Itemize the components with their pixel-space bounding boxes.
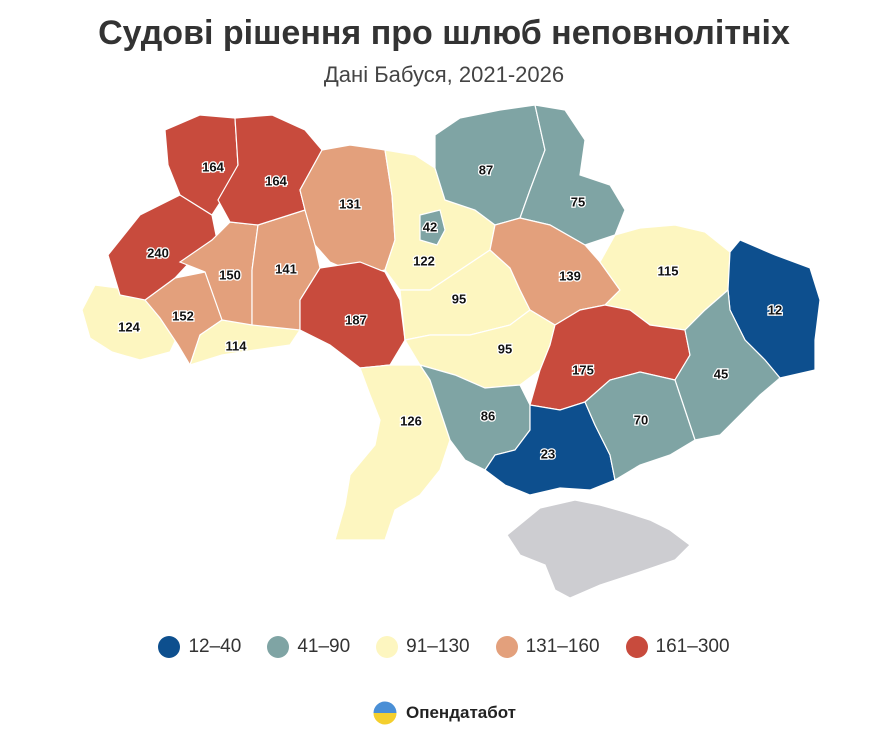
region-value-zhytomyr: 131 bbox=[339, 196, 361, 211]
page-title: Судові рішення про шлюб неповнолітніх bbox=[98, 14, 790, 52]
region-value-vinnytsia: 187 bbox=[345, 312, 367, 327]
region-value-chernivtsi: 114 bbox=[226, 338, 248, 353]
brand-footer: Опендатабот bbox=[0, 700, 888, 726]
legend-swatch bbox=[625, 636, 648, 658]
legend-label: 131–160 bbox=[525, 636, 600, 657]
region-value-zaporizhzhia: 70 bbox=[634, 412, 648, 427]
region-value-donetsk: 45 bbox=[714, 366, 728, 381]
map-legend: 12–40 41–90 91–130 131–160 161–300 bbox=[0, 636, 888, 658]
region-value-cherkasy: 95 bbox=[452, 291, 466, 306]
region-value-sumy: 75 bbox=[571, 194, 585, 209]
region-value-zakarpattia: 124 bbox=[118, 319, 140, 334]
legend-item: 41–90 bbox=[267, 636, 350, 658]
region-value-rivne: 164 bbox=[265, 173, 287, 188]
region-value-volyn: 164 bbox=[202, 159, 224, 174]
opendatabot-logo-icon bbox=[372, 700, 398, 726]
region-crimea[interactable] bbox=[506, 499, 691, 599]
legend-swatch bbox=[376, 636, 399, 658]
region-zaporizhzhia[interactable] bbox=[584, 371, 696, 481]
region-odesa[interactable] bbox=[334, 364, 451, 541]
legend-label: 41–90 bbox=[297, 636, 351, 657]
legend-item: 131–160 bbox=[495, 636, 600, 658]
page-subtitle: Дані Бабуся, 2021-2026 bbox=[323, 62, 565, 87]
region-value-chernihiv: 87 bbox=[479, 162, 493, 177]
legend-item: 12–40 bbox=[158, 636, 241, 658]
region-value-lviv: 240 bbox=[147, 245, 169, 260]
brand-name: Опендатабот bbox=[405, 703, 517, 722]
region-value-kharkiv: 115 bbox=[658, 263, 679, 278]
region-value-dnipropetrovsk: 175 bbox=[572, 362, 594, 377]
region-value-ternopil: 150 bbox=[219, 267, 241, 282]
region-value-odesa: 126 bbox=[400, 413, 422, 428]
legend-label: 161–300 bbox=[655, 636, 730, 657]
region-value-poltava: 139 bbox=[559, 268, 581, 283]
legend-swatch bbox=[495, 636, 518, 658]
region-value-luhansk: 12 bbox=[768, 302, 782, 317]
region-value-kyiv: 42 bbox=[423, 219, 437, 234]
legend-label: 91–130 bbox=[406, 636, 470, 657]
ukraine-choropleth-map: 164 164 131 42 87 75 240 150 141 122 139 115 12 124 15… bbox=[81, 104, 821, 599]
region-value-kyiv-oblast: 122 bbox=[413, 253, 435, 268]
region-value-kherson: 23 bbox=[541, 446, 555, 461]
region-value-mykolaiv: 86 bbox=[481, 408, 495, 423]
region-value-ivano-frankivsk: 152 bbox=[172, 308, 194, 323]
region-value-kirovohrad: 95 bbox=[498, 341, 512, 356]
region-kyiv[interactable] bbox=[419, 209, 446, 246]
legend-item: 91–130 bbox=[376, 636, 470, 658]
region-value-khmelnytskyi: 141 bbox=[275, 261, 297, 276]
legend-swatch bbox=[158, 636, 181, 658]
legend-swatch bbox=[267, 636, 290, 658]
legend-item: 161–300 bbox=[625, 636, 730, 658]
legend-label: 12–40 bbox=[188, 636, 242, 657]
